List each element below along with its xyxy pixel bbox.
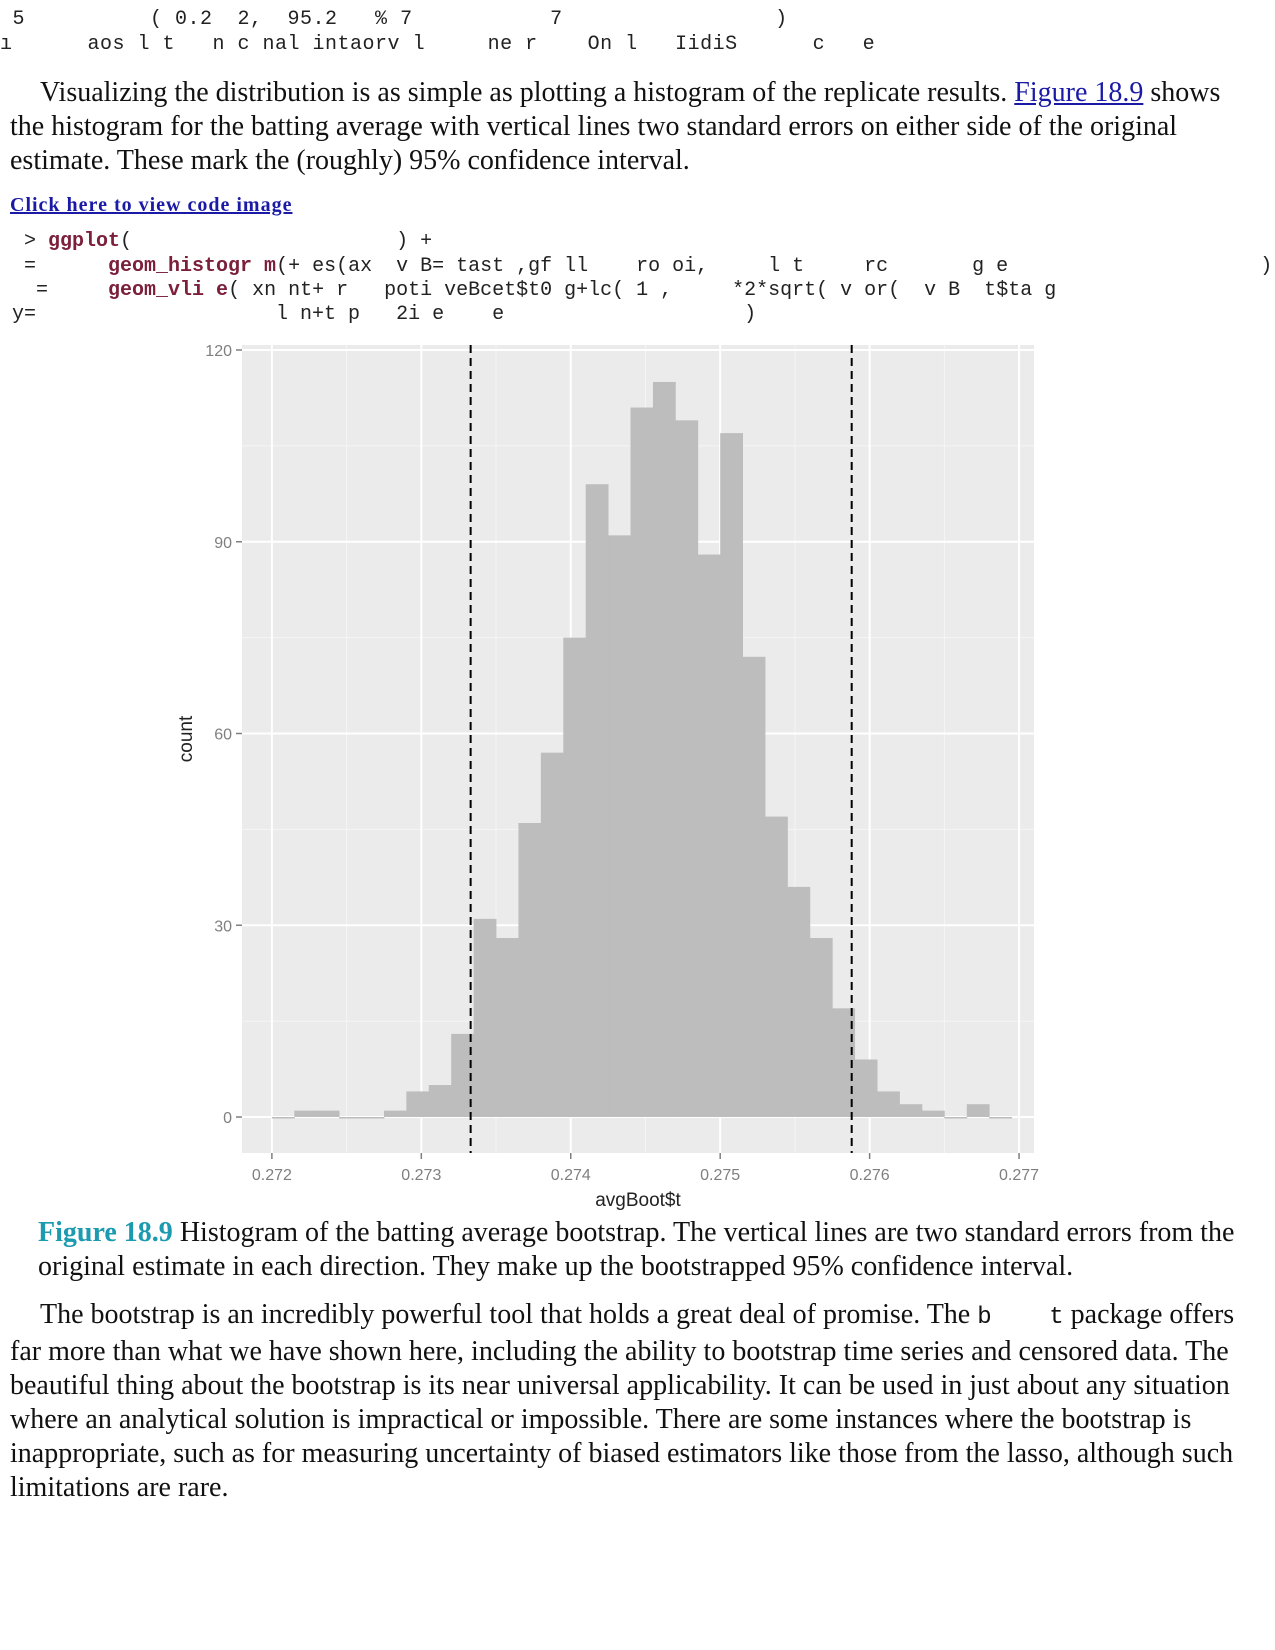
code-rest-3: ( xn nt+ r poti veBcet$t0 g+lc( 1 , *2*s… xyxy=(228,279,1057,302)
histogram-bar xyxy=(496,938,519,1117)
histogram-bar xyxy=(383,1110,407,1117)
x-tick-label: 0.272 xyxy=(252,1167,292,1184)
histogram-bar xyxy=(809,938,833,1117)
intro-text-2: shows the histogram for the batting aver… xyxy=(10,77,1221,176)
histogram-bar xyxy=(899,1104,923,1117)
histogram-bar xyxy=(540,752,564,1117)
y-tick-label: 60 xyxy=(214,727,232,744)
histogram-bar xyxy=(832,1008,856,1117)
histogram-bar xyxy=(294,1110,318,1117)
histogram-chart: 0 30 60 90 120 0.272 0.273 0.274 0.275 0.276 0.277… xyxy=(176,345,1039,1211)
code-prompt: > xyxy=(0,230,49,253)
x-tick-label: 0.274 xyxy=(551,1167,591,1184)
code-line-2: = geom_histogr m(+ es(ax v B= tast ,gf l… xyxy=(0,255,1275,279)
histogram-bar xyxy=(428,1085,452,1117)
histogram-bar xyxy=(877,1091,900,1117)
histogram-bar xyxy=(765,816,788,1117)
figure-caption: Figure 18.9 Histogram of the batting ave… xyxy=(38,1216,1258,1284)
histogram-bar xyxy=(473,918,497,1117)
histogram-bar xyxy=(720,433,744,1117)
histogram-bar xyxy=(585,484,609,1118)
x-tick-label: 0.277 xyxy=(999,1167,1039,1184)
histogram-bar xyxy=(989,1117,1012,1119)
histogram-bar xyxy=(339,1117,362,1119)
y-axis-title: count xyxy=(176,715,197,762)
closing-text-1: The bootstrap is an incredibly powerful … xyxy=(40,1299,978,1330)
closing-paragraph: The bootstrap is an incredibly powerful … xyxy=(10,1298,1260,1505)
histogram-bar xyxy=(608,535,631,1117)
y-tick-label: 120 xyxy=(205,345,232,360)
view-code-image-link[interactable]: Click here to view code image xyxy=(10,194,293,216)
garbled-output-line-2: ı aos l t n c nal intaorv l ne r On l Ii… xyxy=(0,33,876,56)
code-package-name: b t xyxy=(977,1304,1064,1331)
histogram-bar xyxy=(675,420,699,1117)
histogram-bar xyxy=(787,886,811,1117)
histogram-bar xyxy=(406,1091,430,1117)
histogram-bar xyxy=(563,637,587,1117)
closing-text-2: package offers far more than what we hav… xyxy=(10,1299,1235,1503)
histogram-bar xyxy=(652,381,676,1117)
intro-text-1: Visualizing the distribution is as simpl… xyxy=(40,77,1015,108)
histogram-bar xyxy=(361,1117,385,1119)
garbled-output-line-1: 5 ( 0.2 2, 95.2 % 7 7 ) xyxy=(0,8,788,31)
code-line-3: = geom_vli e( xn nt+ r poti veBcet$t0 g+… xyxy=(0,279,1056,303)
caption-text: Histogram of the batting average bootstr… xyxy=(38,1217,1235,1282)
code-prefix-2: = xyxy=(0,255,109,278)
histogram-bar xyxy=(630,407,654,1117)
caption-figure-label: Figure 18.9 xyxy=(38,1217,173,1248)
code-line-1: > ggplot( ) + xyxy=(0,230,432,254)
y-tick-label: 30 xyxy=(214,918,232,935)
y-tick-label: 90 xyxy=(214,535,232,552)
code-fn-geom-vline: geom_vli e xyxy=(108,279,229,302)
histogram-bar xyxy=(966,1104,990,1117)
histogram-bar xyxy=(518,822,542,1117)
y-tick-label: 0 xyxy=(223,1110,232,1127)
intro-paragraph: Visualizing the distribution is as simpl… xyxy=(10,76,1260,178)
histogram-bar xyxy=(271,1117,295,1119)
histogram-bar xyxy=(944,1117,968,1119)
x-tick-label: 0.276 xyxy=(850,1167,890,1184)
code-fn-ggplot: ggplot xyxy=(48,230,121,253)
histogram-bar xyxy=(697,554,721,1117)
code-rest-1: ( ) + xyxy=(120,230,433,253)
histogram-bar xyxy=(451,1033,475,1117)
x-tick-label: 0.275 xyxy=(700,1167,740,1184)
figure-link[interactable]: Figure 18.9 xyxy=(1014,77,1144,108)
histogram-bar xyxy=(921,1110,945,1117)
x-axis-title: avgBoot$t xyxy=(595,1190,681,1211)
x-tick-label: 0.273 xyxy=(401,1167,441,1184)
histogram-bar xyxy=(854,1059,878,1117)
code-rest-2: (+ es(ax v B= tast ,gf ll ro oi, l t rc … xyxy=(276,255,1275,278)
code-line-4: y= l n+t p 2i e e ) xyxy=(0,303,757,326)
code-prefix-3: = xyxy=(0,279,109,302)
histogram-bar xyxy=(316,1110,340,1117)
code-fn-geom-histogram: geom_histogr m xyxy=(108,255,277,278)
histogram-bar xyxy=(742,656,766,1117)
